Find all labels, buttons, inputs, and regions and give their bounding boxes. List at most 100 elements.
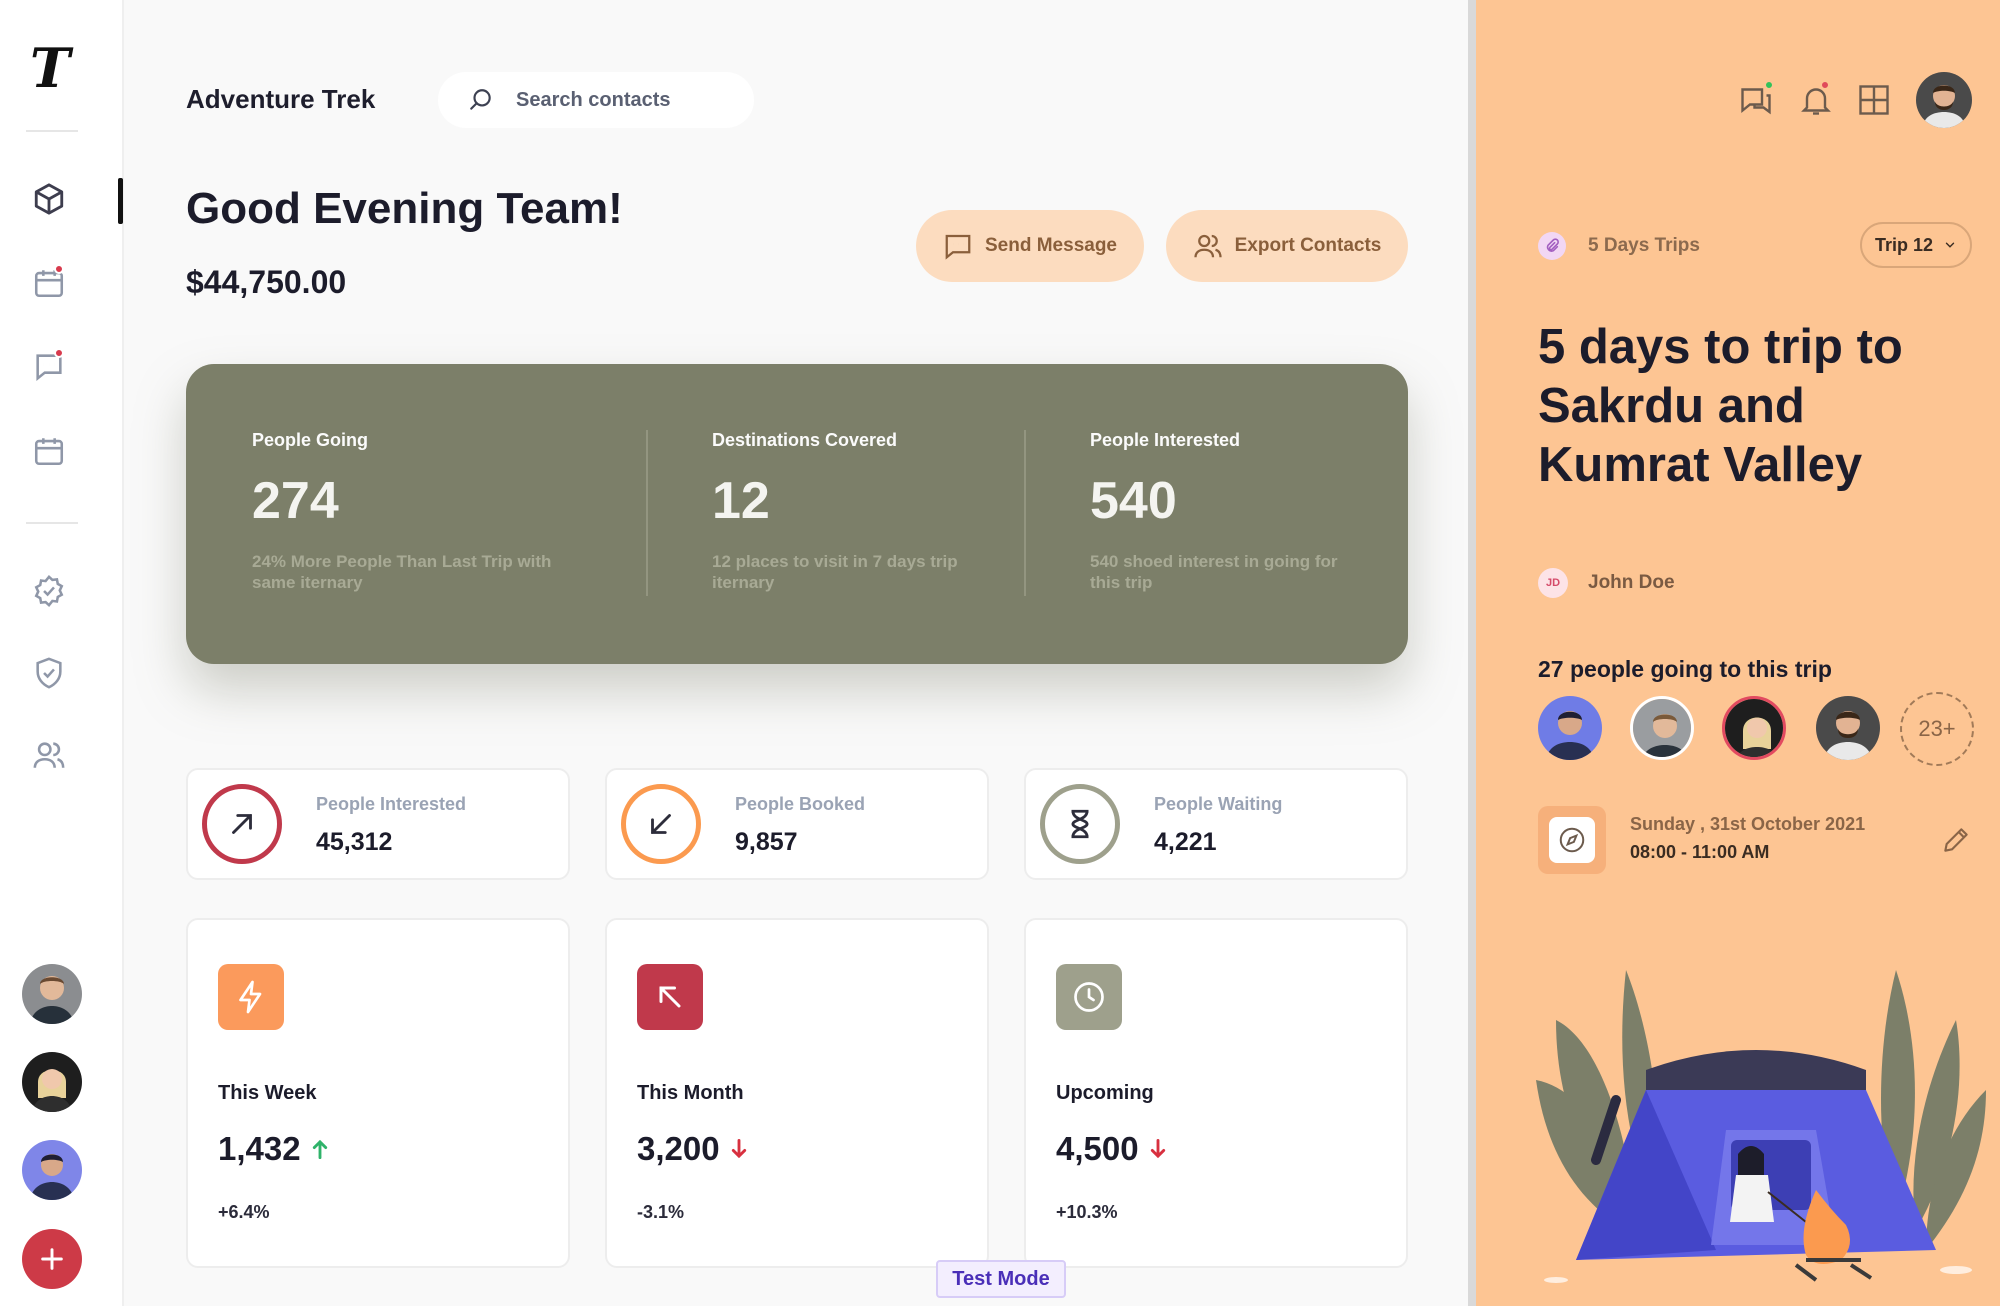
period-card-week[interactable]: This Week 1,432 +6.4% [186, 918, 570, 1268]
mini-stat-value: 4,221 [1154, 828, 1217, 856]
messages-button[interactable] [1738, 80, 1774, 118]
lightning-icon [239, 980, 262, 1014]
mini-stat-label: People Interested [316, 794, 467, 814]
chevron-down-icon [1945, 242, 1955, 248]
period-number: 4,500 [1056, 1130, 1139, 1167]
date-icon-tile [1538, 806, 1606, 874]
avatar[interactable] [22, 1140, 82, 1200]
mini-stat-value: 45,312 [316, 828, 393, 856]
stat-people-interested: People Interested 540 540 shoed interest… [1090, 430, 1350, 593]
notification-dot [54, 348, 64, 358]
search-bar[interactable] [438, 72, 754, 128]
export-contacts-button[interactable]: Export Contacts [1166, 210, 1408, 282]
user-avatar[interactable] [1916, 72, 1972, 128]
attendees-heading: 27 people going to this trip [1538, 656, 1832, 682]
author-avatar: JD [1538, 568, 1568, 598]
stat-label: People Going [252, 430, 369, 450]
period-value: 1,432 [218, 1130, 329, 1168]
stat-description: 12 places to visit in 7 days trip iterna… [712, 552, 958, 592]
test-mode-badge[interactable]: Test Mode [936, 1260, 1066, 1298]
mini-stat-label: People Booked [735, 794, 866, 814]
period-card-upcoming[interactable]: Upcoming 4,500 +10.3% [1024, 918, 1408, 1268]
attendee-avatar[interactable] [1538, 696, 1602, 760]
period-change: -3.1% [637, 1202, 685, 1222]
period-value: 4,500 [1056, 1130, 1167, 1168]
bell-icon [1801, 88, 1831, 115]
search-icon [470, 89, 491, 110]
mini-stat-interested[interactable]: People Interested 45,312 [186, 768, 570, 880]
sidebar-item-dashboard[interactable] [28, 178, 70, 220]
trip-date: Sunday , 31st October 2021 [1630, 814, 1866, 834]
app-logo[interactable]: T [30, 36, 71, 100]
export-contacts-label: Export Contacts [1234, 235, 1382, 256]
trip-stats-card: People Going 274 24% More People Than La… [186, 364, 1408, 664]
sidebar-item-contacts[interactable] [28, 734, 70, 776]
page-title: Good Evening Team! [186, 184, 623, 233]
notification-dot [54, 264, 64, 274]
stat-divider [646, 430, 648, 596]
period-number: 1,432 [218, 1130, 301, 1167]
mini-stat-label: People Waiting [1154, 794, 1283, 814]
stat-ring [202, 784, 282, 864]
stat-value: 12 [712, 472, 770, 530]
mini-stat-booked[interactable]: People Booked 9,857 [605, 768, 989, 880]
notifications-button[interactable] [1798, 80, 1834, 118]
attendee-avatar[interactable] [1722, 696, 1786, 760]
trip-panel: 5 Days Trips Trip 12 5 days to trip to S… [1468, 0, 2000, 1306]
trend-up-icon [312, 1139, 327, 1159]
stat-ring [621, 784, 701, 864]
stat-divider [1024, 430, 1026, 596]
add-button[interactable] [22, 1229, 82, 1289]
camping-illustration [1536, 970, 1986, 1283]
period-tile [218, 964, 284, 1030]
period-label: This Month [637, 1082, 744, 1104]
arrow-up-left-icon [659, 986, 681, 1008]
active-indicator [118, 178, 123, 224]
users-icon [1194, 234, 1222, 258]
period-label: Upcoming [1056, 1082, 1154, 1104]
sidebar-divider [26, 522, 78, 524]
send-message-label: Send Message [985, 235, 1117, 256]
period-tile [1056, 964, 1122, 1030]
trip-time: 08:00 - 11:00 AM [1630, 842, 1770, 862]
period-value: 3,200 [637, 1130, 748, 1168]
stat-label: People Interested [1090, 430, 1241, 450]
sidebar: T [0, 0, 124, 1306]
trip-title: 5 days to trip to Sakrdu and Kumrat Vall… [1538, 320, 1903, 492]
send-message-button[interactable]: Send Message [916, 210, 1144, 282]
grid-icon [1859, 85, 1889, 115]
sidebar-item-schedule[interactable] [28, 430, 70, 472]
sidebar-divider [26, 130, 78, 132]
avatar[interactable] [22, 1052, 82, 1112]
arrow-up-right-icon [232, 814, 252, 834]
avatar[interactable] [22, 964, 82, 1024]
period-change: +10.3% [1056, 1202, 1118, 1222]
attendee-avatar[interactable] [1630, 696, 1694, 760]
period-card-month[interactable]: This Month 3,200 -3.1% [605, 918, 989, 1268]
apps-button[interactable] [1856, 82, 1892, 118]
stat-destinations: Destinations Covered 12 12 places to vis… [712, 430, 972, 593]
period-tile [637, 964, 703, 1030]
period-change: +6.4% [218, 1202, 270, 1222]
compass-icon [1559, 827, 1585, 853]
sidebar-item-events[interactable] [28, 262, 70, 304]
mini-stat-value: 9,857 [735, 828, 798, 856]
edit-button[interactable] [1940, 824, 1972, 856]
chat-bubbles-icon [1741, 88, 1771, 115]
brand-name: Adventure Trek [186, 84, 376, 114]
sidebar-item-messages[interactable] [28, 346, 70, 388]
stat-value: 540 [1090, 472, 1177, 530]
paperclip-icon [1546, 238, 1559, 252]
calendar-icon [34, 270, 64, 298]
attendee-avatar[interactable] [1816, 696, 1880, 760]
trend-down-icon [1150, 1139, 1165, 1159]
trip-selector[interactable]: Trip 12 [1860, 222, 1972, 268]
more-attendees[interactable]: 23+ [1900, 692, 1974, 766]
sidebar-item-security[interactable] [28, 652, 70, 694]
search-input[interactable] [516, 88, 736, 112]
author-name: John Doe [1588, 572, 1675, 593]
users-icon [33, 742, 65, 768]
sidebar-item-verified[interactable] [28, 570, 70, 612]
pencil-icon [1944, 828, 1968, 852]
mini-stat-waiting[interactable]: People Waiting 4,221 [1024, 768, 1408, 880]
